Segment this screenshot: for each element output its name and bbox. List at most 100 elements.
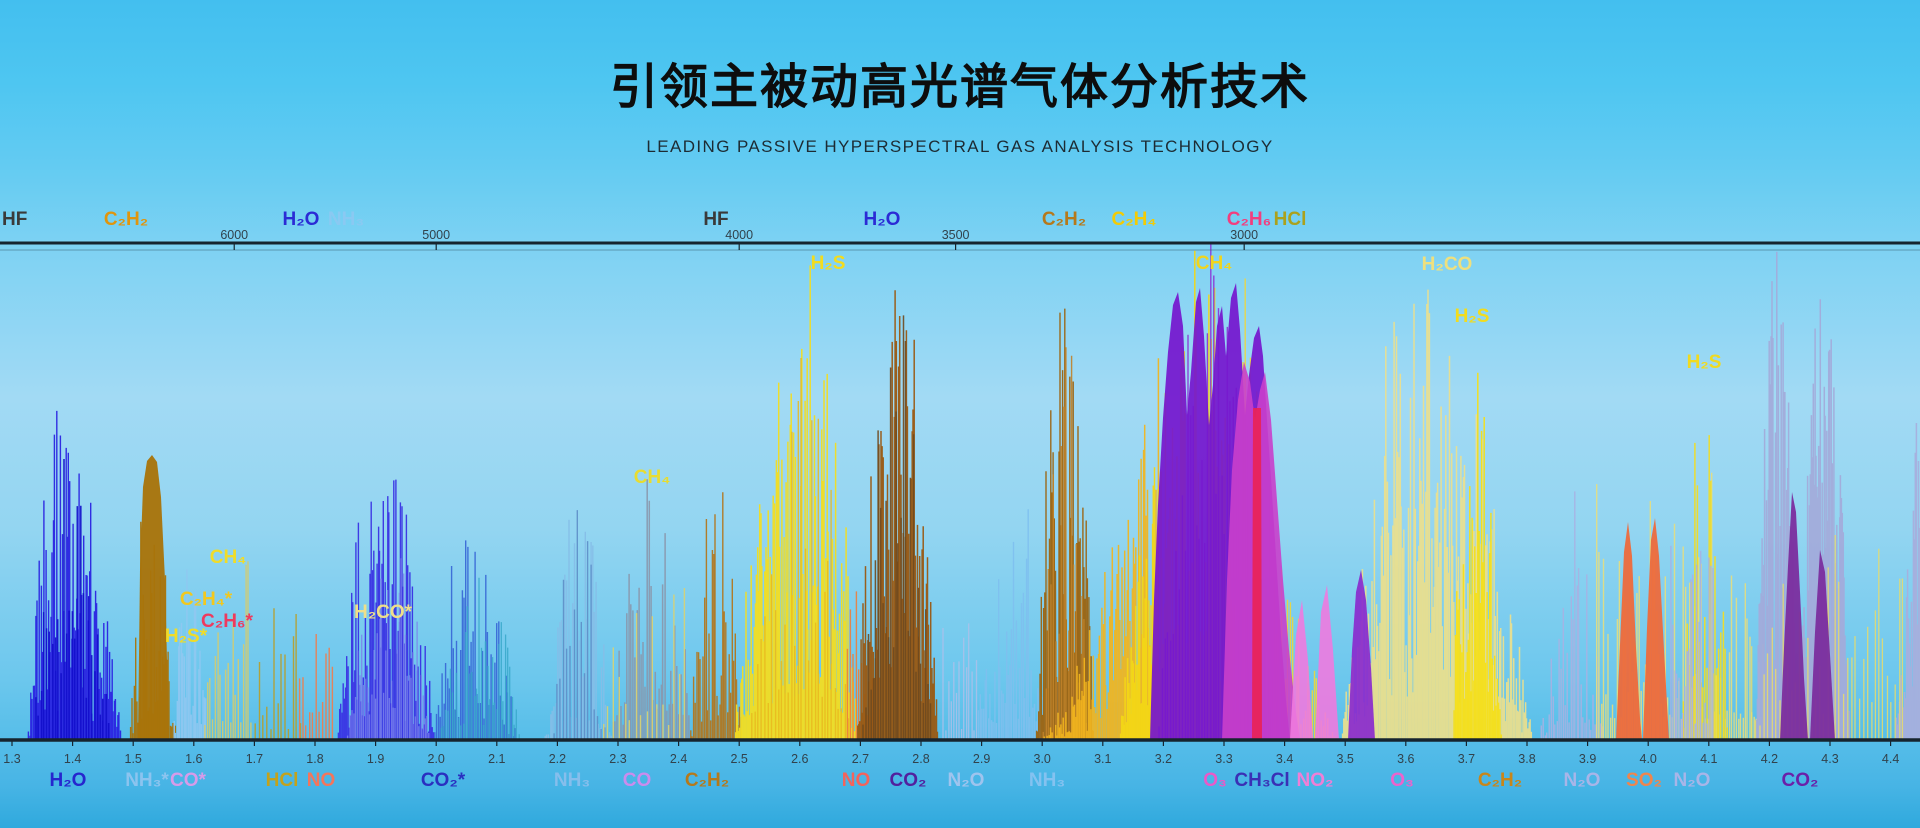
bottom-tick-label: 2.1 — [488, 752, 505, 766]
bottom-tick-label: 1.3 — [3, 752, 20, 766]
spectral-band-CO₂ — [1895, 423, 1920, 740]
spectral-band-C₂H₂ — [1042, 347, 1087, 740]
bottom-tick-label: 1.7 — [246, 752, 263, 766]
spectral-band-NH₃ — [553, 510, 606, 740]
bottom-tick-label: 3.3 — [1215, 752, 1232, 766]
bottom-gas-label-CO₂: CO₂ — [1782, 770, 1819, 791]
bottom-gas-label-O₃: O₃ — [1203, 770, 1227, 791]
chart-gas-label-CH₄: CH₄ — [1196, 253, 1233, 274]
bottom-gas-label-N₂O: N₂O — [1674, 770, 1711, 791]
chart-gas-label-H₂S: H₂S — [1455, 306, 1490, 327]
bottom-tick-label: 2.4 — [670, 752, 687, 766]
top-gas-label-HF: HF — [703, 209, 728, 230]
bottom-tick-label: 2.9 — [973, 752, 990, 766]
spectral-band-CH₄ — [204, 561, 252, 740]
bottom-tick-label: 4.0 — [1640, 752, 1657, 766]
bottom-tick-label: 1.6 — [185, 752, 202, 766]
bottom-tick-label: 1.4 — [64, 752, 81, 766]
top-gas-label-C₂H₂: C₂H₂ — [104, 209, 148, 230]
spectral-band-H₂O — [346, 558, 430, 740]
gas-envelope-NO₂ — [1290, 600, 1313, 740]
bottom-tick-label: 2.2 — [549, 752, 566, 766]
gas-envelope-NO₂ — [1315, 585, 1339, 740]
top-gas-label-H₂O: H₂O — [864, 209, 901, 230]
bottom-tick-label: 4.4 — [1882, 752, 1899, 766]
top-gas-label-C₂H₄: C₂H₄ — [1112, 209, 1157, 230]
bottom-tick-label: 3.0 — [1034, 752, 1051, 766]
bottom-gas-label-N₂O: N₂O — [1564, 770, 1601, 791]
gas-envelope-SO₂ — [1616, 522, 1642, 740]
bottom-tick-label: 4.1 — [1700, 752, 1717, 766]
chart-gas-label-C₂H₆*: C₂H₆* — [201, 611, 254, 632]
bottom-gas-label-CO: CO — [623, 770, 652, 791]
gas-envelope-NO₂ — [1252, 408, 1262, 740]
bottom-gas-label-CH₃Cl: CH₃Cl — [1234, 770, 1289, 791]
bottom-tick-label: 2.6 — [791, 752, 808, 766]
top-tick-label: 4000 — [725, 228, 753, 242]
bottom-tick-label: 2.8 — [912, 752, 929, 766]
bottom-gas-label-NO: NO — [842, 770, 871, 791]
bottom-tick-label: 2.7 — [852, 752, 869, 766]
spectral-band-CH₄ — [603, 588, 686, 740]
spectral-band-H₂O — [35, 459, 110, 740]
bottom-tick-label: 3.4 — [1276, 752, 1293, 766]
bottom-gas-label-CO*: CO* — [170, 770, 207, 791]
bottom-tick-label: 3.7 — [1458, 752, 1475, 766]
spectral-band-NH₃* — [173, 569, 207, 740]
top-gas-label-C₂H₆: C₂H₆ — [1227, 209, 1272, 230]
bottom-gas-label-H₂O: H₂O — [50, 770, 87, 791]
gas-envelope-SO₂ — [1643, 518, 1669, 740]
bottom-gas-label-N₂O: N₂O — [948, 770, 985, 791]
spectral-band-N₂O — [1540, 491, 1604, 740]
spectral-band-CO₂ — [862, 315, 932, 740]
top-gas-label-NH₃: NH₃ — [328, 209, 364, 230]
bottom-tick-label: 3.2 — [1155, 752, 1172, 766]
top-gas-label-H₂O: H₂O — [283, 209, 320, 230]
gas-envelope-CO₂ — [1810, 550, 1835, 740]
chart-gas-label-H₂S: H₂S — [811, 253, 846, 274]
bottom-tick-label: 1.9 — [367, 752, 384, 766]
top-tick-label: 5000 — [422, 228, 450, 242]
bottom-tick-label: 3.9 — [1579, 752, 1596, 766]
bottom-tick-label: 3.6 — [1397, 752, 1414, 766]
page-subtitle: LEADING PASSIVE HYPERSPECTRAL GAS ANALYS… — [646, 136, 1274, 156]
bottom-tick-label: 4.2 — [1761, 752, 1778, 766]
header: 引领主被动高光谱气体分析技术 LEADING PASSIVE HYPERSPEC… — [0, 0, 1920, 157]
bottom-tick-label: 3.8 — [1518, 752, 1535, 766]
spectral-band-CO₂ — [1751, 535, 1904, 740]
chart-gas-label-H₂CO: H₂CO — [1422, 254, 1473, 275]
bottom-tick-label: 2.3 — [609, 752, 626, 766]
spectral-band-H₂S — [751, 358, 850, 740]
gas-envelope-CO₂ — [1780, 492, 1808, 740]
spectral-band-NO — [298, 634, 334, 740]
top-gas-label-HCl: HCl — [1274, 209, 1307, 230]
top-gas-label-C₂H₂: C₂H₂ — [1042, 209, 1086, 230]
top-tick-label: 3500 — [942, 228, 970, 242]
chart-gas-label-H₂S*: H₂S* — [165, 626, 208, 647]
bottom-gas-label-O₃: O₃ — [1390, 770, 1414, 791]
bottom-tick-label: 2.5 — [731, 752, 748, 766]
top-tick-label: 3000 — [1230, 228, 1258, 242]
gas-envelope-C₂H₂ — [138, 455, 169, 740]
spectral-band-CO₂* — [440, 577, 520, 740]
top-tick-label: 6000 — [220, 228, 248, 242]
bottom-gas-label-NH₃: NH₃ — [554, 770, 590, 791]
bottom-gas-label-C₂H₂: C₂H₂ — [685, 770, 729, 791]
bottom-gas-label-SO₂: SO₂ — [1626, 770, 1662, 791]
bottom-gas-label-NH₃*: NH₃* — [125, 770, 169, 791]
spectral-band-HCl — [254, 608, 302, 740]
bottom-gas-label-NO₂: NO₂ — [1297, 770, 1334, 791]
gas-envelope-O₃ — [1348, 570, 1375, 740]
bottom-tick-label: 3.1 — [1094, 752, 1111, 766]
chart-gas-label-H₂S: H₂S — [1687, 352, 1722, 373]
bottom-tick-label: 3.5 — [1337, 752, 1354, 766]
page-title: 引领主被动高光谱气体分析技术 — [609, 61, 1310, 114]
bottom-gas-label-C₂H₂: C₂H₂ — [1478, 770, 1522, 791]
spectral-band-H₂S — [1453, 372, 1503, 740]
bottom-gas-label-HCl: HCl — [266, 770, 299, 791]
chart-gas-label-H₂CO*: H₂CO* — [354, 602, 413, 623]
top-gas-label-HF: HF — [2, 209, 27, 230]
bottom-gas-label-NO: NO — [307, 770, 336, 791]
bottom-tick-label: 4.3 — [1821, 752, 1838, 766]
